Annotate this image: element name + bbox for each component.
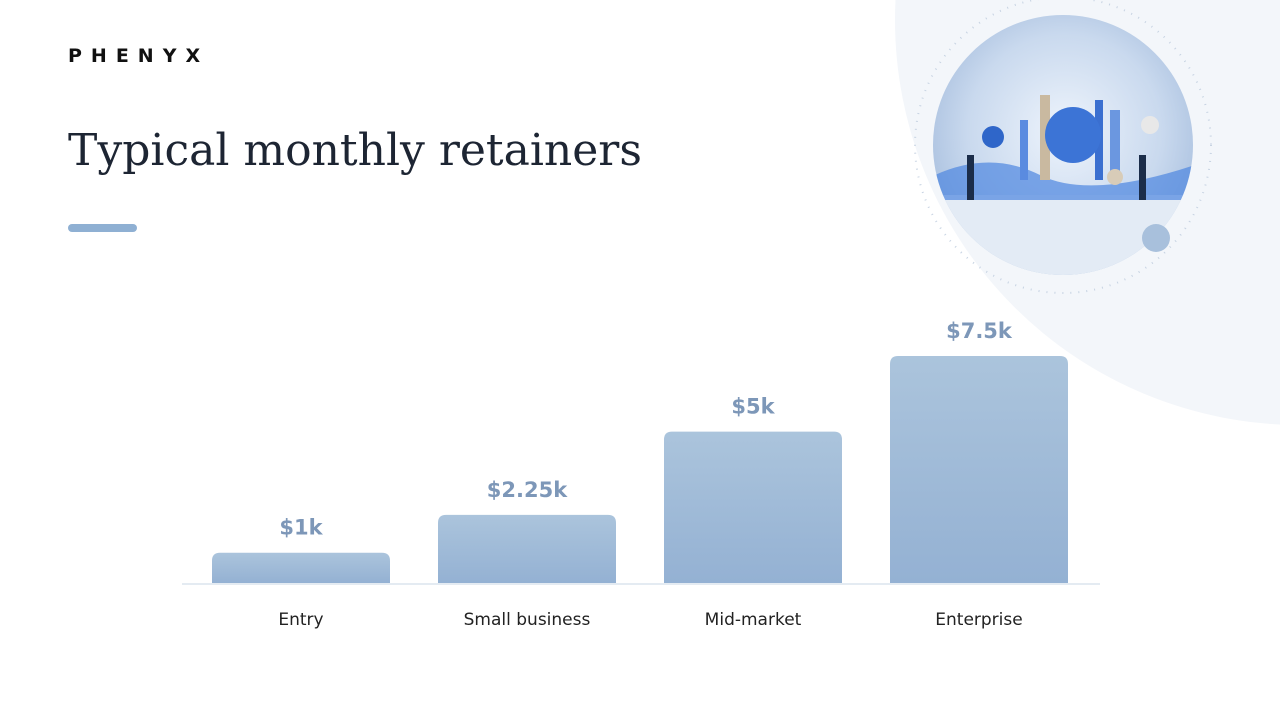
category-label: Small business xyxy=(464,610,591,630)
illustration-sphere xyxy=(1141,116,1159,134)
brand-logo: PHENYX xyxy=(68,45,209,67)
illustration-tower xyxy=(1020,120,1028,180)
illustration-wave xyxy=(935,162,1193,200)
illustration-sphere xyxy=(982,126,1004,148)
category-label: Enterprise xyxy=(935,610,1022,630)
slide-title: Typical monthly retainers xyxy=(68,125,642,176)
accent-bar xyxy=(68,224,137,232)
bars: $1k Entry $2.25k Small business $5k Mid-marke… xyxy=(212,319,1068,630)
value-label: $2.25k xyxy=(487,478,568,502)
illustration-sphere xyxy=(1107,169,1123,185)
value-label: $7.5k xyxy=(946,319,1013,343)
value-label: $1k xyxy=(279,516,323,540)
category-label: Mid-market xyxy=(705,610,802,630)
value-label: $5k xyxy=(731,395,775,419)
illustration-tower xyxy=(1040,95,1050,180)
illustration-person xyxy=(1139,155,1146,200)
illustration-tower xyxy=(1110,110,1120,180)
decor-dot xyxy=(1142,224,1170,252)
dotted-ring xyxy=(914,0,1212,294)
bar xyxy=(664,431,842,583)
illustration-sphere xyxy=(1045,107,1101,163)
illustration-person xyxy=(967,155,974,200)
bar xyxy=(890,356,1068,583)
bar xyxy=(438,514,616,583)
bar xyxy=(212,552,390,583)
category-label: Entry xyxy=(278,610,323,630)
